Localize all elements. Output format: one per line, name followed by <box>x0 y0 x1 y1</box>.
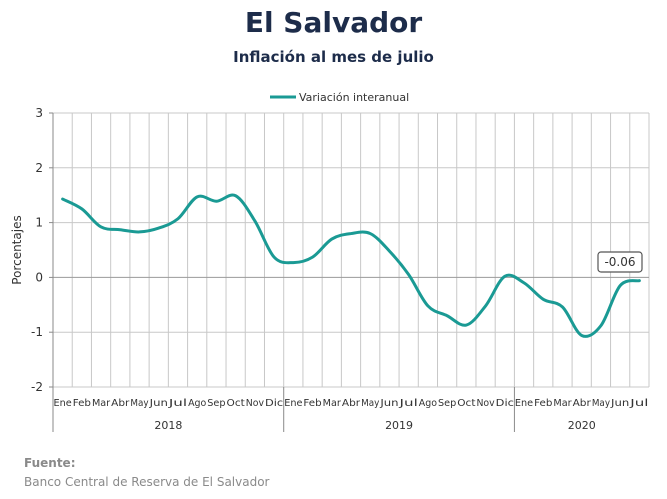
x-tick-label: Feb <box>534 398 552 409</box>
y-tick-label: 0 <box>35 270 43 284</box>
x-tick-label: Ene <box>284 398 302 409</box>
x-tick-label: May <box>592 398 610 409</box>
x-tick-label: Mar <box>323 398 342 409</box>
x-tick-label: Jul <box>629 398 649 409</box>
year-label: 2020 <box>568 419 596 432</box>
x-tick-label: Jul <box>167 398 187 409</box>
x-tick-label: Abr <box>111 398 130 409</box>
x-tick-label: May <box>130 398 148 409</box>
x-tick-label: Abr <box>342 398 361 409</box>
source-text: Banco Central de Reserva de El Salvador <box>24 475 270 489</box>
x-tick-label: Dic <box>496 398 514 409</box>
series-line <box>61 193 641 338</box>
y-tick-label: -2 <box>31 380 43 394</box>
x-tick-label: Jun <box>148 398 167 409</box>
y-tick-label: 1 <box>35 216 43 230</box>
y-axis-label: Porcentajes <box>10 215 24 284</box>
x-tick-label: Ago <box>419 398 437 409</box>
x-tick-label: Feb <box>303 398 321 409</box>
x-tick-label: Abr <box>573 398 592 409</box>
y-tick-label: 2 <box>35 161 43 175</box>
year-label: 2018 <box>154 419 182 432</box>
annotation-box <box>597 251 643 273</box>
chart-subtitle: Inflación al mes de julio <box>233 48 434 66</box>
x-tick-label: Mar <box>553 398 572 409</box>
annotation-label: -0.06 <box>604 255 635 269</box>
y-tick-label: 3 <box>35 106 43 120</box>
x-tick-label: Mar <box>92 398 111 409</box>
x-tick-label: Sep <box>207 398 225 409</box>
x-tick-label: May <box>361 398 379 409</box>
source-label: Fuente: <box>24 456 76 470</box>
x-tick-label: Ene <box>54 398 72 409</box>
year-label: 2019 <box>385 419 413 432</box>
x-tick-label: Nov <box>246 398 264 409</box>
x-tick-label: Jun <box>610 398 629 409</box>
x-tick-label: Sep <box>438 398 456 409</box>
y-tick-label: -1 <box>31 325 43 339</box>
x-tick-label: Feb <box>73 398 91 409</box>
x-tick-label: Nov <box>476 398 494 409</box>
x-tick-label: Jun <box>379 398 398 409</box>
x-tick-label: Jul <box>398 398 418 409</box>
x-tick-label: Oct <box>227 398 245 409</box>
x-tick-label: Ene <box>515 398 533 409</box>
x-tick-label: Ago <box>188 398 206 409</box>
x-tick-label: Dic <box>265 398 283 409</box>
chart-title: El Salvador <box>244 6 423 39</box>
x-tick-label: Oct <box>457 398 475 409</box>
legend-label: Variación interanual <box>299 91 409 104</box>
